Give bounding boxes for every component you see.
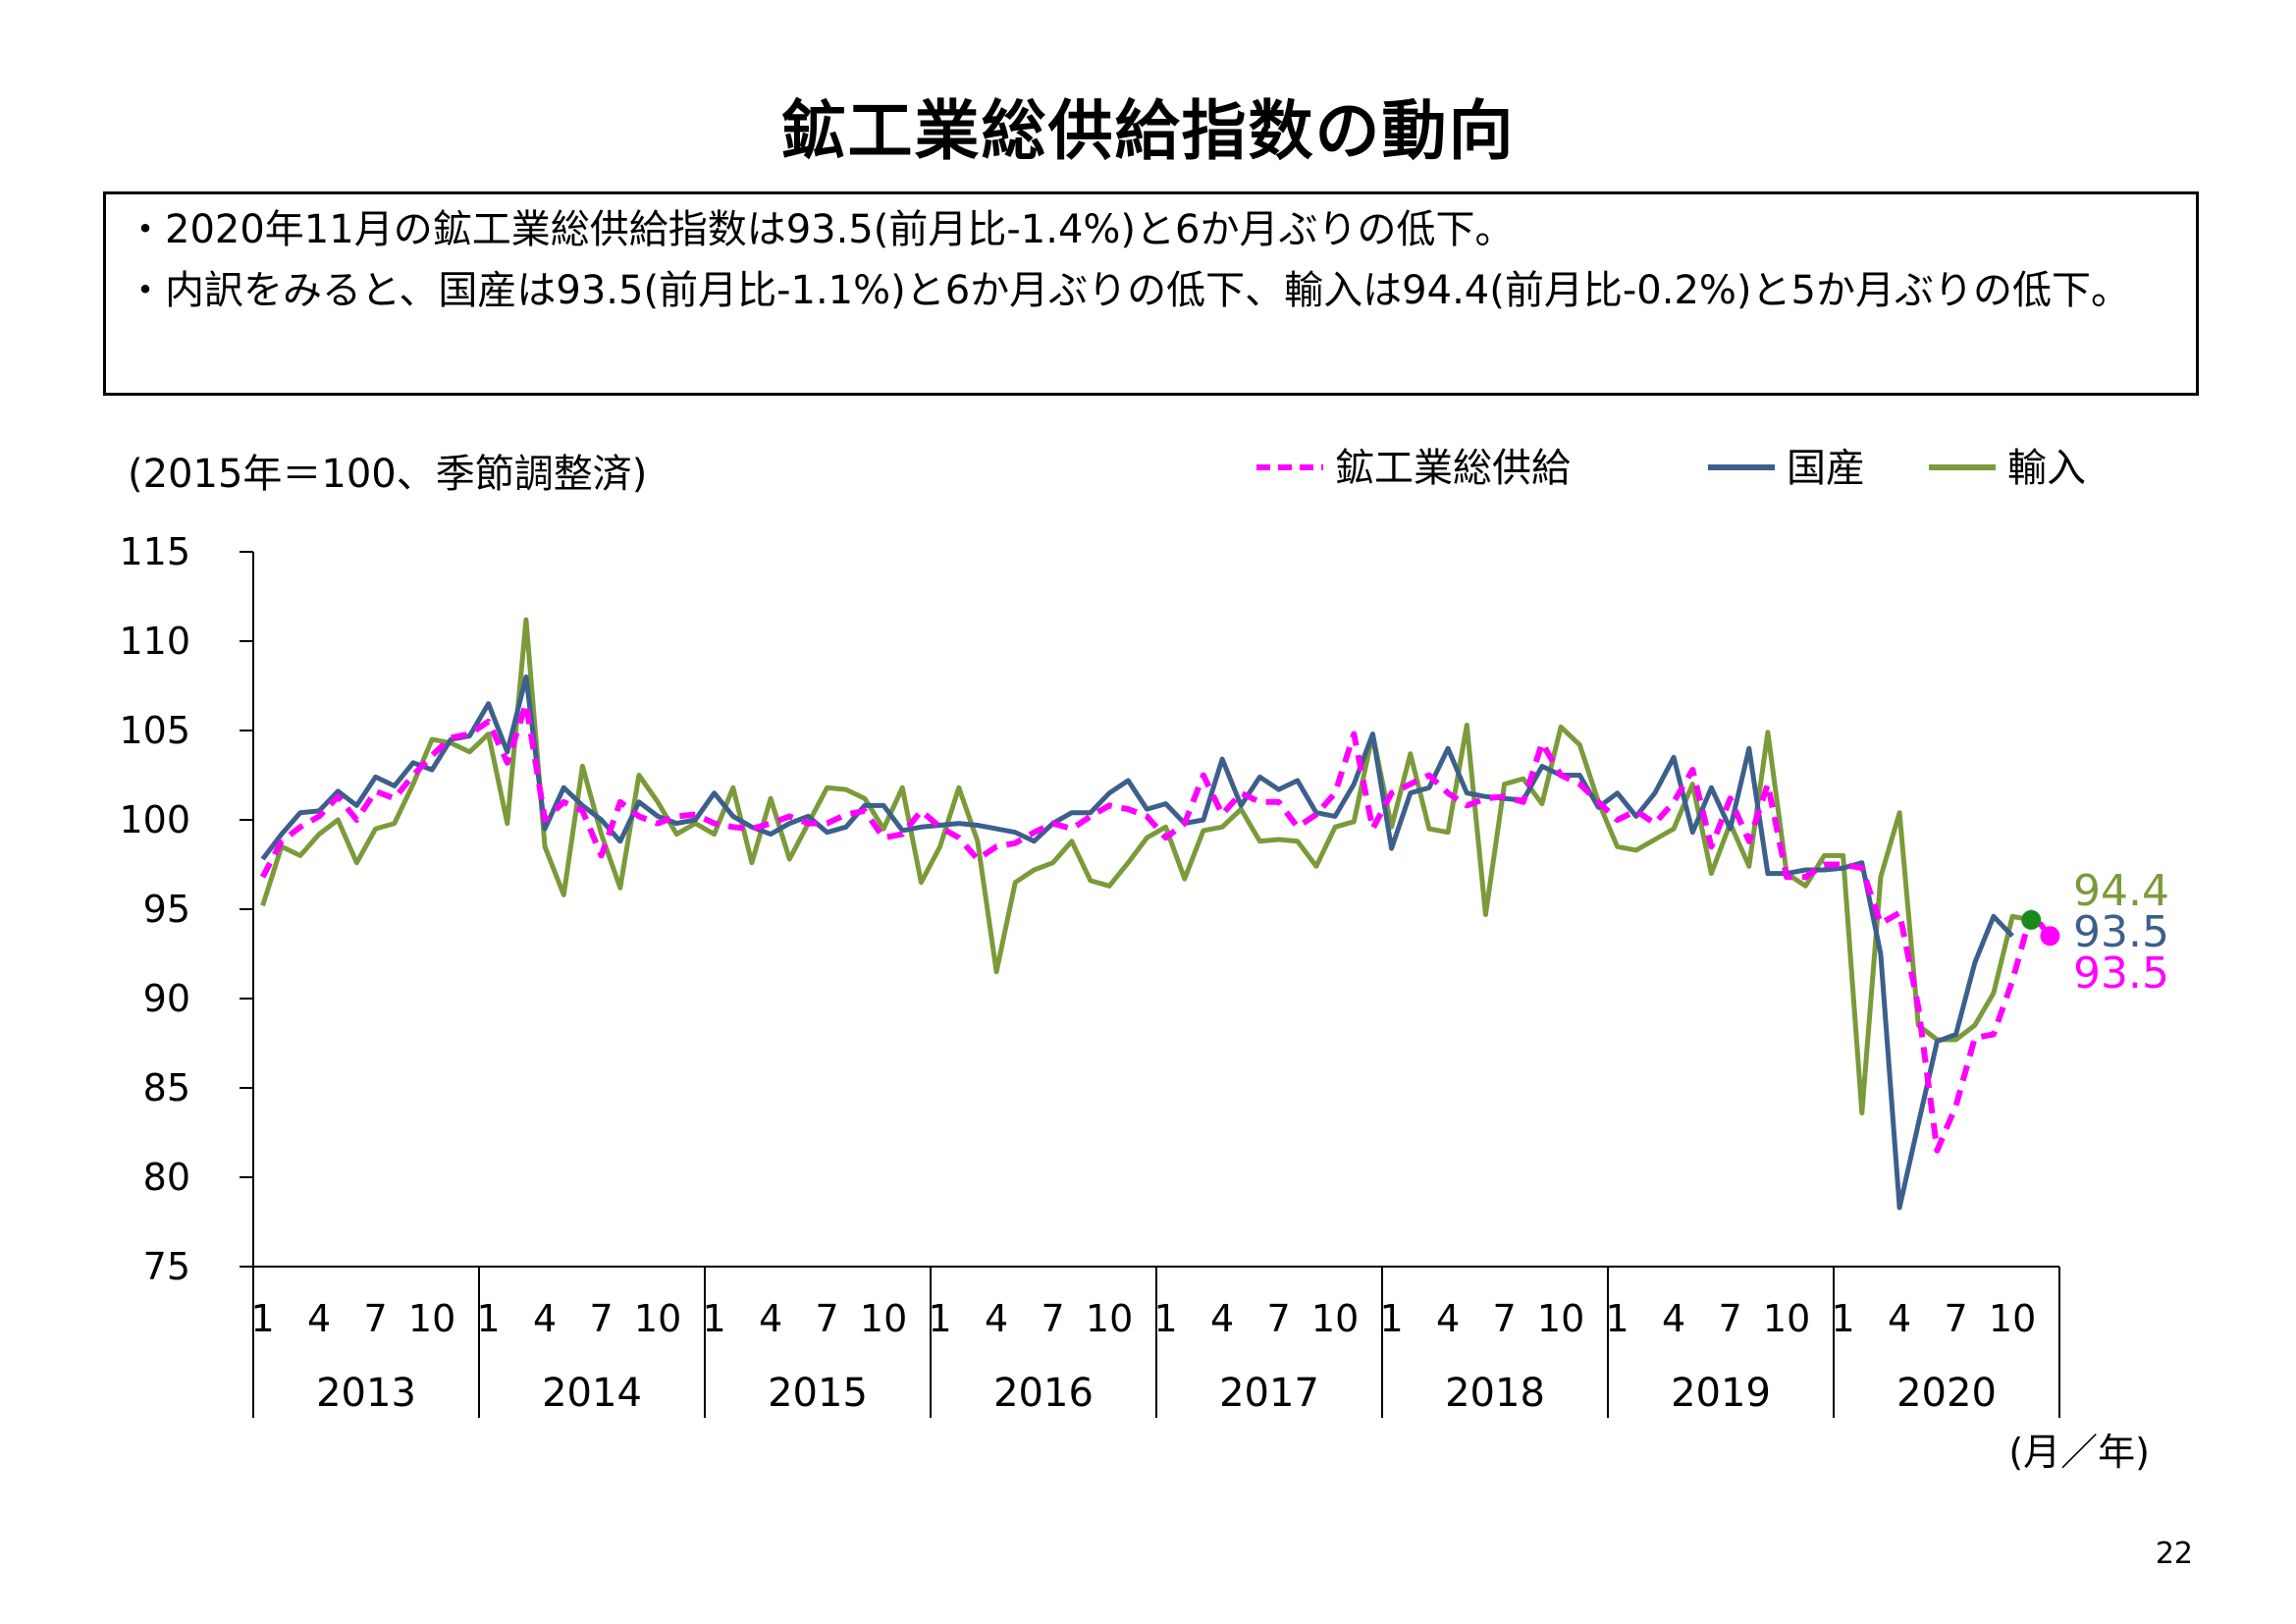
month-tick-label: 1 <box>1379 1297 1403 1340</box>
month-tick-label: 1 <box>250 1297 274 1340</box>
year-label-2018: 2018 <box>1445 1371 1545 1416</box>
end-marker-import <box>2021 909 2042 930</box>
summary-bullet-2: ・内訳をみると、国産は93.5(前月比-1.1%)と6か月ぶりの低下、輸入は94… <box>126 268 2130 313</box>
month-tick-label: 10 <box>860 1297 907 1340</box>
summary-box: ・2020年11月の鉱工業総供給指数は93.5(前月比-1.4%)と6か月ぶりの… <box>103 191 2199 396</box>
month-tick-label: 7 <box>1944 1297 1967 1340</box>
month-tick-label: 7 <box>1492 1297 1516 1340</box>
page-title: 鉱工業総供給指数の動向 <box>780 93 1516 169</box>
month-tick-label: 10 <box>1989 1297 2036 1340</box>
year-label-2019: 2019 <box>1671 1371 1771 1416</box>
y-tick-label-7: 80 <box>143 1156 190 1199</box>
month-tick-label: 1 <box>1605 1297 1629 1340</box>
month-tick-label: 10 <box>1763 1297 1810 1340</box>
month-tick-label: 10 <box>1086 1297 1133 1340</box>
month-tick-label: 4 <box>533 1297 557 1340</box>
month-tick-label: 10 <box>1311 1297 1359 1340</box>
month-tick-label: 10 <box>634 1297 681 1340</box>
y-tick-label-5: 90 <box>143 977 190 1020</box>
month-tick-label: 10 <box>1537 1297 1584 1340</box>
summary-bullet-1: ・2020年11月の鉱工業総供給指数は93.5(前月比-1.4%)と6か月ぶりの… <box>126 207 1515 252</box>
y-tick-label-6: 85 <box>143 1066 190 1110</box>
month-tick-label: 4 <box>1436 1297 1460 1340</box>
legend-label-2: 輸入 <box>2007 446 2086 491</box>
series-line-1 <box>260 674 2014 1211</box>
month-tick-label: 4 <box>307 1297 331 1340</box>
y-tick-label-4: 95 <box>143 888 190 931</box>
month-tick-label: 1 <box>1831 1297 1854 1340</box>
month-tick-label: 4 <box>759 1297 782 1340</box>
legend-label-1: 国産 <box>1787 446 1865 491</box>
year-label-2015: 2015 <box>768 1371 868 1416</box>
month-tick-label: 1 <box>1153 1297 1177 1340</box>
end-value-label-0: 94.4 <box>2073 866 2169 916</box>
legend-label-0: 鉱工業総供給 <box>1335 446 1571 491</box>
month-tick-label: 1 <box>928 1297 951 1340</box>
month-tick-label: 4 <box>985 1297 1008 1340</box>
month-tick-label: 7 <box>815 1297 838 1340</box>
page-number: 22 <box>2155 1537 2193 1571</box>
month-tick-label: 7 <box>1266 1297 1290 1340</box>
month-tick-label: 7 <box>1041 1297 1064 1340</box>
series-line-2 <box>260 617 2032 1115</box>
unit-note: (2015年＝100、季節調整済) <box>128 452 647 497</box>
year-label-2016: 2016 <box>993 1371 1094 1416</box>
month-tick-label: 1 <box>702 1297 725 1340</box>
year-label-2017: 2017 <box>1219 1371 1319 1416</box>
x-unit-label: (月／年) <box>2008 1431 2150 1474</box>
series-line-0 <box>259 700 2053 1154</box>
month-tick-label: 1 <box>476 1297 500 1340</box>
year-label-2020: 2020 <box>1896 1371 1997 1416</box>
y-tick-label-2: 105 <box>119 709 190 752</box>
month-tick-label: 7 <box>1718 1297 1741 1340</box>
y-tick-label-0: 115 <box>119 530 190 573</box>
year-label-2013: 2013 <box>316 1371 416 1416</box>
month-tick-label: 10 <box>408 1297 455 1340</box>
month-tick-label: 7 <box>363 1297 387 1340</box>
end-value-label-2: 93.5 <box>2073 948 2169 999</box>
end-marker-total <box>2040 926 2060 947</box>
y-tick-label-8: 75 <box>143 1245 190 1288</box>
y-tick-label-1: 110 <box>119 620 190 663</box>
month-tick-label: 4 <box>1888 1297 1911 1340</box>
end-value-label-1: 93.5 <box>2073 907 2169 957</box>
month-tick-label: 4 <box>1662 1297 1685 1340</box>
year-label-2014: 2014 <box>542 1371 642 1416</box>
month-tick-label: 4 <box>1210 1297 1234 1340</box>
y-tick-label-3: 100 <box>119 798 190 841</box>
month-tick-label: 7 <box>589 1297 613 1340</box>
